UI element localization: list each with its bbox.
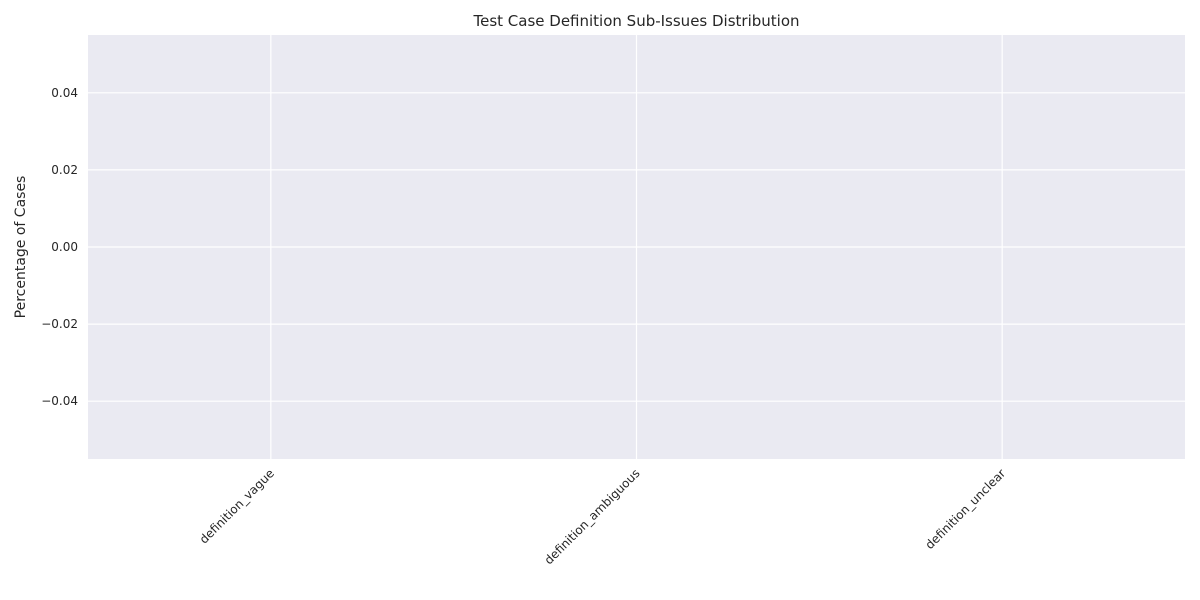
chart-title: Test Case Definition Sub-Issues Distribu… [472, 12, 799, 30]
y-tick-label: −0.04 [41, 394, 78, 408]
y-tick-label: 0.00 [51, 240, 78, 254]
y-tick-label: 0.04 [51, 86, 78, 100]
y-axis-ticks: −0.04 −0.02 0.00 0.02 0.04 [41, 86, 78, 408]
grid [88, 35, 1185, 459]
y-tick-label: 0.02 [51, 163, 78, 177]
x-tick-label: definition_ambiguous [542, 466, 643, 567]
y-axis-label: Percentage of Cases [13, 176, 29, 319]
x-tick-label: definition_vague [197, 466, 277, 546]
y-tick-label: −0.02 [41, 317, 78, 331]
x-axis-ticks: definition_vague definition_ambiguous defi… [197, 466, 1009, 567]
x-tick-label: definition_unclear [923, 466, 1009, 552]
